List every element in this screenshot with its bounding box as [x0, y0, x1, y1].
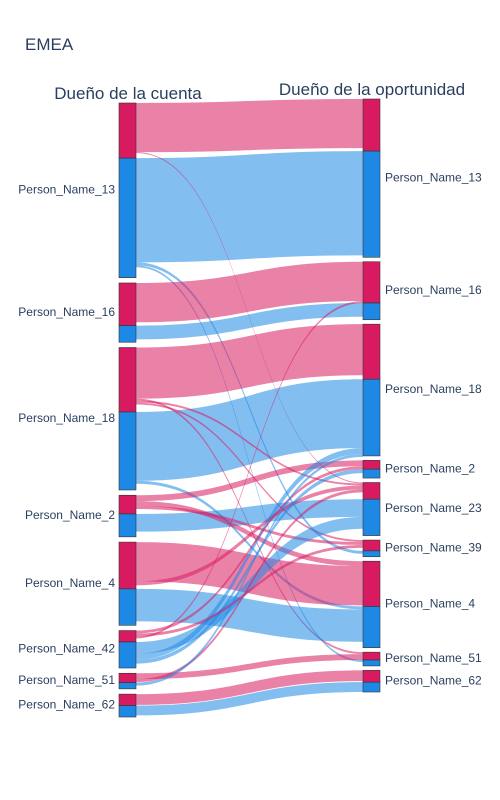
right-node-person-name-4-pink[interactable]	[362, 560, 381, 607]
flow-link-person-name-2-to-person-name-2-pink[interactable]	[136, 460, 363, 502]
left-node-label-person-name-18: Person_Name_18	[18, 411, 115, 425]
right-node-person-name-13-pink[interactable]	[362, 98, 381, 152]
right-node-person-name-62-blue[interactable]	[362, 681, 381, 693]
right-node-label-person-name-13: Person_Name_13	[385, 170, 482, 184]
right-node-person-name-13-blue[interactable]	[362, 150, 381, 258]
right-node-person-name-23-pink[interactable]	[362, 482, 381, 500]
right-node-person-name-2-pink[interactable]	[362, 460, 381, 470]
left-node-label-person-name-13: Person_Name_13	[18, 183, 115, 197]
right-node-person-name-39-blue[interactable]	[362, 550, 381, 558]
flow-link-person-name-13-to-person-name-13-pink[interactable]	[136, 99, 363, 153]
right-node-label-person-name-4: Person_Name_4	[385, 597, 475, 611]
flow-link-person-name-18-to-person-name-23-pink[interactable]	[136, 400, 363, 486]
right-node-label-person-name-23: Person_Name_23	[385, 501, 482, 515]
flow-link-person-name-42-to-person-name-39-pink[interactable]	[136, 544, 363, 637]
right-node-person-name-2-blue[interactable]	[362, 468, 381, 479]
right-node-person-name-51-pink[interactable]	[362, 651, 381, 661]
left-node-person-name-16-pink[interactable]	[118, 282, 137, 326]
left-node-label-person-name-62: Person_Name_62	[18, 698, 115, 712]
left-node-person-name-4-blue[interactable]	[118, 588, 137, 626]
flow-link-person-name-18-to-person-name-18-blue[interactable]	[136, 379, 363, 481]
left-node-person-name-42-pink[interactable]	[118, 630, 137, 643]
right-node-person-name-62-pink[interactable]	[362, 670, 381, 683]
left-column-header: Dueño de la cuenta	[54, 84, 202, 103]
right-node-label-person-name-39: Person_Name_39	[385, 541, 482, 555]
flow-link-person-name-62-to-person-name-62-blue[interactable]	[136, 682, 363, 716]
flow-link-person-name-42-to-person-name-2-blue[interactable]	[136, 469, 363, 664]
right-column-header: Dueño de la oportunidad	[279, 80, 465, 99]
flow-link-person-name-4-to-person-name-23-pink[interactable]	[136, 485, 363, 586]
flow-link-person-name-13-to-person-name-13-blue[interactable]	[136, 151, 363, 263]
left-node-label-person-name-4: Person_Name_4	[25, 576, 115, 590]
right-node-person-name-51-blue[interactable]	[362, 659, 381, 667]
flow-link-person-name-51-to-person-name-23-pink[interactable]	[136, 489, 363, 683]
flow-links	[136, 99, 363, 716]
right-node-label-person-name-51: Person_Name_51	[385, 651, 482, 665]
left-node-person-name-16-blue[interactable]	[118, 325, 137, 343]
left-node-label-person-name-51: Person_Name_51	[18, 673, 115, 687]
right-node-person-name-4-blue[interactable]	[362, 606, 381, 649]
flow-link-person-name-16-to-person-name-16-blue[interactable]	[136, 303, 363, 340]
flow-link-person-name-42-to-person-name-16-pink[interactable]	[136, 301, 363, 639]
flow-link-person-name-2-to-person-name-23-blue[interactable]	[136, 499, 363, 532]
left-node-person-name-42-blue[interactable]	[118, 641, 137, 669]
left-node-label-person-name-16: Person_Name_16	[18, 305, 115, 319]
left-node-person-name-62-blue[interactable]	[118, 705, 137, 718]
left-node-person-name-2-blue[interactable]	[118, 513, 137, 538]
flow-link-person-name-42-to-person-name-2-pink[interactable]	[136, 466, 363, 634]
flow-link-person-name-2-to-person-name-39-pink[interactable]	[136, 506, 363, 545]
right-node-label-person-name-16: Person_Name_16	[385, 283, 482, 297]
right-node-person-name-18-blue[interactable]	[362, 378, 381, 457]
flow-link-person-name-51-to-person-name-18-blue[interactable]	[136, 453, 363, 686]
right-node-label-person-name-2: Person_Name_2	[385, 461, 475, 475]
right-node-person-name-16-blue[interactable]	[362, 302, 381, 321]
flow-link-person-name-18-to-person-name-39-pink[interactable]	[136, 402, 363, 543]
right-node-person-name-39-pink[interactable]	[362, 539, 381, 552]
right-node-person-name-18-pink[interactable]	[362, 323, 381, 380]
right-node-label-person-name-18: Person_Name_18	[385, 382, 482, 396]
flow-link-person-name-51-to-person-name-51-pink[interactable]	[136, 654, 363, 680]
flow-link-person-name-18-to-person-name-18-pink[interactable]	[136, 324, 363, 399]
left-node-person-name-13-blue[interactable]	[118, 157, 137, 279]
sankey-nodes	[118, 98, 381, 718]
left-node-person-name-18-blue[interactable]	[118, 411, 137, 491]
right-node-person-name-23-blue[interactable]	[362, 498, 381, 536]
chart-title: EMEA	[25, 35, 74, 54]
flow-link-person-name-62-to-person-name-62-pink[interactable]	[136, 670, 363, 705]
right-node-label-person-name-62: Person_Name_62	[385, 673, 482, 687]
left-node-person-name-51-blue[interactable]	[118, 682, 137, 690]
left-node-person-name-2-pink[interactable]	[118, 494, 137, 515]
left-node-person-name-62-pink[interactable]	[118, 693, 137, 706]
left-node-label-person-name-42: Person_Name_42	[18, 641, 115, 655]
left-node-person-name-4-pink[interactable]	[118, 541, 137, 590]
right-node-person-name-16-pink[interactable]	[362, 261, 381, 304]
left-node-person-name-51-pink[interactable]	[118, 672, 137, 683]
flow-link-person-name-16-to-person-name-16-pink[interactable]	[136, 261, 363, 323]
left-node-label-person-name-2: Person_Name_2	[25, 508, 115, 522]
flow-link-person-name-18-to-person-name-4-blue[interactable]	[136, 480, 363, 610]
flow-link-person-name-4-to-person-name-4-pink[interactable]	[136, 542, 363, 606]
left-node-person-name-13-pink[interactable]	[118, 102, 137, 159]
node-labels: Person_Name_13 Person_Name_16 Person_Name_…	[18, 170, 482, 711]
flow-link-person-name-42-to-person-name-18-blue[interactable]	[136, 448, 363, 660]
left-node-person-name-18-pink[interactable]	[118, 347, 137, 413]
